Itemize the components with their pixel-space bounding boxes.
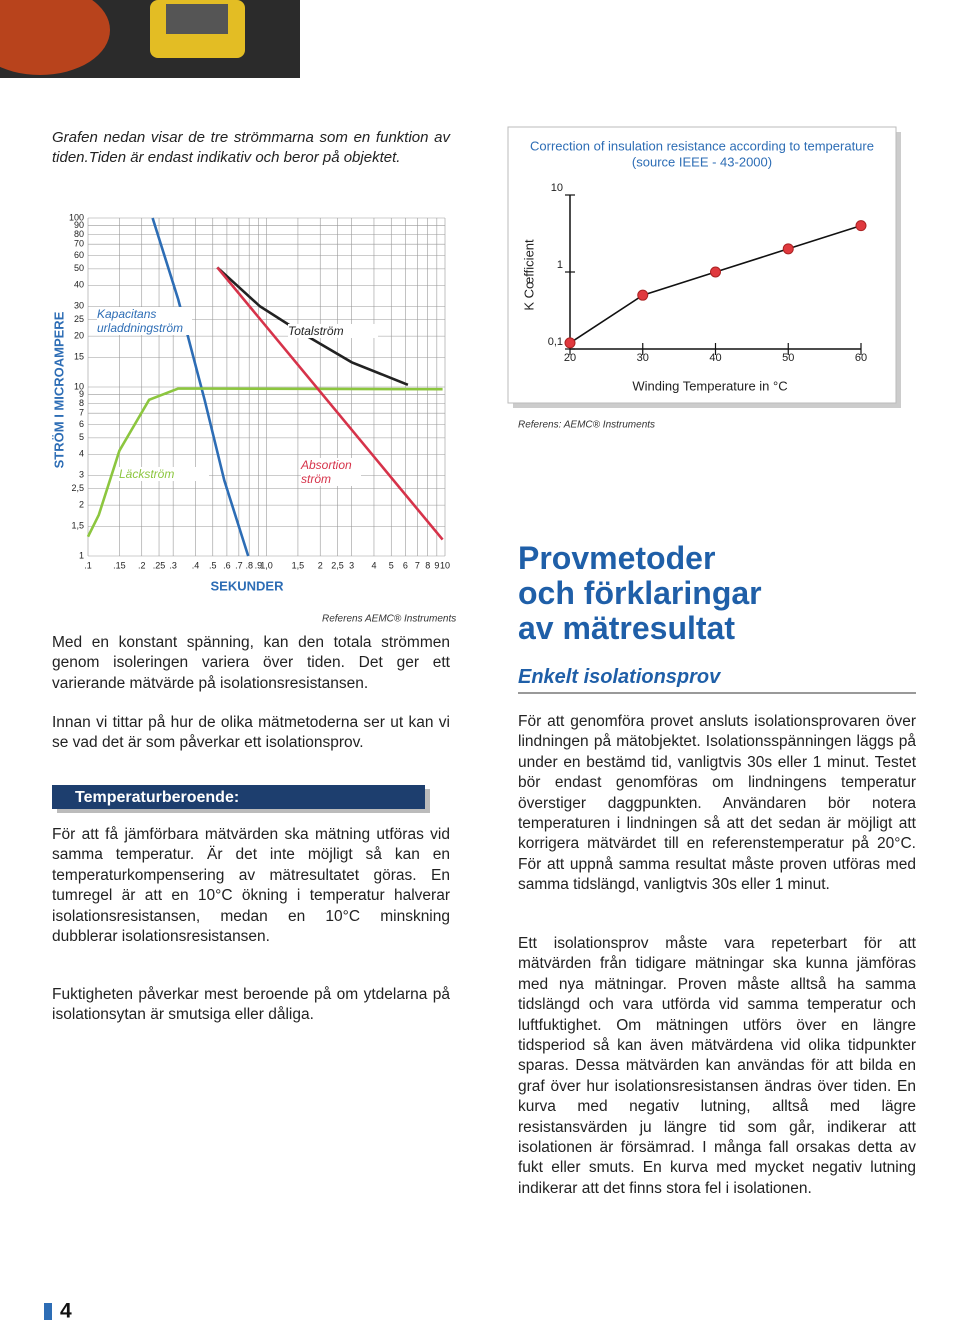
x-axis-title: Winding Temperature in °C — [632, 378, 787, 393]
paragraph: Fuktigheten påverkar mest beroende på om… — [52, 986, 450, 1024]
y-tick-label: 80 — [74, 229, 84, 239]
line — [151, 217, 250, 557]
series-label: Totalström — [288, 324, 378, 338]
series-label: Absortion ström — [301, 458, 361, 486]
series-label: Kapacitans urladdningström — [97, 307, 192, 335]
source: Referens: AEMC® Instruments — [518, 420, 655, 431]
chart-title: (source IEEE - 43-2000) — [632, 154, 772, 169]
x-tick-label: 4 — [371, 560, 376, 570]
line — [216, 266, 444, 541]
paragraph: För att genomföra provet ansluts isolati… — [518, 713, 916, 894]
y-tick-label: 10 — [74, 381, 84, 391]
intro: Grafen nedan visar de tre strömmarna som… — [52, 129, 450, 167]
marker — [710, 266, 721, 278]
x-tick-label: 6 — [403, 560, 408, 570]
line — [86, 387, 443, 538]
y-tick-label: 70 — [74, 239, 84, 249]
photo-detail — [166, 4, 228, 34]
banner-box — [52, 785, 425, 809]
y-tick-label: 0,1 — [548, 336, 563, 348]
y-tick-label: 1 — [79, 550, 84, 560]
y-tick-label: 90 — [74, 220, 84, 230]
x-tick-label: 10 — [440, 560, 450, 570]
x-tick-label: .1 — [84, 560, 92, 570]
y-tick-label: 10 — [551, 182, 563, 194]
x-tick-label: 50 — [782, 352, 794, 364]
marker — [782, 243, 794, 255]
x-tick-label: .4 — [192, 560, 200, 570]
chart-title: Correction of insulation resistance acco… — [530, 138, 874, 153]
x-tick-label: 1,0 — [260, 560, 273, 570]
y-tick-label: 2,5 — [71, 483, 84, 493]
source: Referens AEMC® Instruments — [322, 614, 456, 625]
y-tick-label: 1 — [557, 259, 563, 271]
x-axis-title: SEKUNDER — [211, 578, 285, 593]
chart-frame — [507, 126, 897, 404]
x-tick-label: 3 — [349, 560, 354, 570]
y-tick-label: 50 — [74, 263, 84, 273]
marker — [855, 220, 867, 232]
y-tick-label: 25 — [74, 314, 84, 324]
x-tick-label: 2 — [318, 560, 323, 570]
x-tick-label: 20 — [564, 352, 576, 364]
x-tick-label: .15 — [113, 560, 126, 570]
y-tick-label: 100 — [69, 212, 84, 222]
paragraph: Innan vi tittar på hur de olika mätmetod… — [52, 714, 450, 752]
x-tick-label: 7 — [415, 560, 420, 570]
x-tick-label: 2,5 — [331, 560, 344, 570]
y-tick-label: 15 — [74, 352, 84, 362]
y-tick-label: 5 — [79, 432, 84, 442]
banner: Temperaturberoende: — [75, 789, 239, 806]
y-tick-label: 2 — [79, 500, 84, 510]
marker — [564, 337, 576, 349]
y-tick-label: 9 — [79, 389, 84, 399]
x-tick-label: .9 — [255, 560, 263, 570]
x-tick-label: 5 — [389, 560, 394, 570]
y-tick-label: 60 — [74, 250, 84, 260]
page-mark — [44, 1303, 52, 1320]
series-label: Läckström — [119, 467, 209, 481]
x-tick-label: 30 — [637, 352, 649, 364]
paragraph: För att få jämförbara mätvärden ska mätn… — [52, 826, 450, 946]
heading: och förklaringar — [518, 575, 762, 611]
x-tick-label: .6 — [223, 560, 231, 570]
x-tick-label: 8 — [425, 560, 430, 570]
paragraph: Ett isolationsprov måste vara repeterbar… — [518, 935, 916, 1197]
x-tick-label: .5 — [209, 560, 217, 570]
y-tick-label: 4 — [79, 449, 84, 459]
x-tick-label: 9 — [434, 560, 439, 570]
x-tick-label: 40 — [709, 352, 721, 364]
x-tick-label: .7 — [235, 560, 243, 570]
x-tick-label: 1,5 — [292, 560, 305, 570]
x-tick-label: .8 — [245, 560, 253, 570]
y-tick-label: 8 — [79, 398, 84, 408]
y-tick-label: 30 — [74, 301, 84, 311]
marker — [637, 289, 649, 301]
photo-detail — [0, 0, 110, 75]
y-tick-label: 7 — [79, 408, 84, 418]
heading: Provmetoder — [518, 540, 716, 576]
heading: av mätresultat — [518, 610, 735, 646]
y-tick-label: 20 — [74, 331, 84, 341]
y-tick-label: 1,5 — [71, 521, 84, 531]
paragraph: Med en konstant spänning, kan den totala… — [52, 634, 450, 692]
y-tick-label: 3 — [79, 470, 84, 480]
y-tick-label: 6 — [79, 419, 84, 429]
y-axis-title: K Cœfficient — [521, 239, 536, 311]
page-number: 4 — [60, 1300, 72, 1323]
y-tick-label: 40 — [74, 280, 84, 290]
x-tick-label: .3 — [169, 560, 177, 570]
y-axis-title: STRÖM I MICROAMPERE — [51, 311, 66, 468]
x-tick-label: .25 — [153, 560, 166, 570]
subheading: Enkelt isolationsprov — [518, 666, 721, 688]
x-tick-label: 60 — [855, 352, 867, 364]
x-tick-label: .2 — [138, 560, 146, 570]
